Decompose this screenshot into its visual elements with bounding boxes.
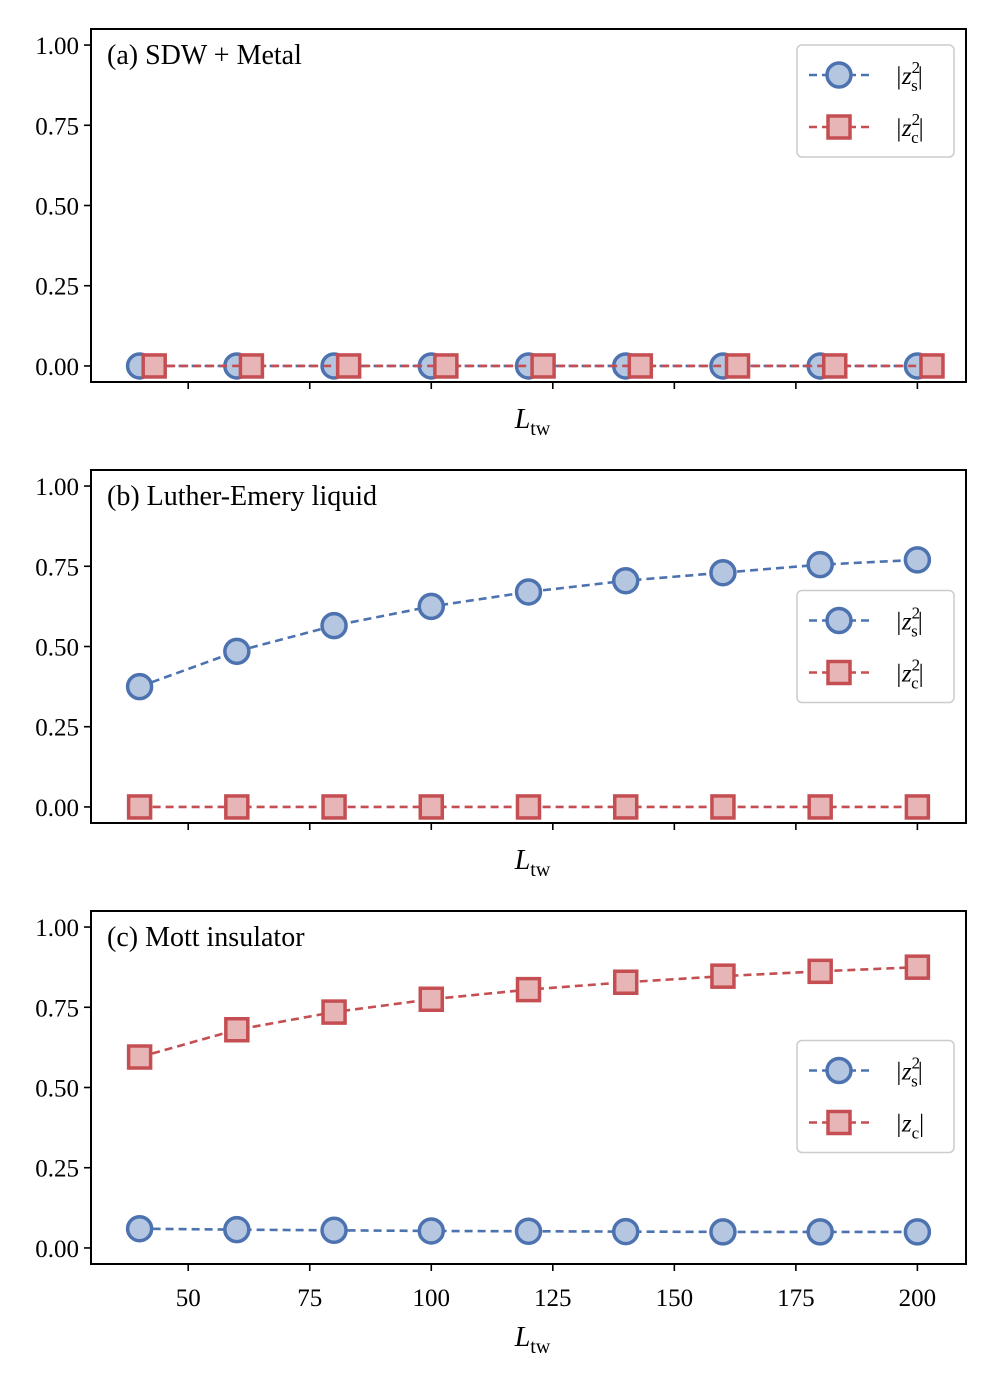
y-tick-label: 0.00 (35, 1236, 79, 1263)
legend-label: |z2 c| (895, 110, 924, 147)
data-point-s (514, 1217, 543, 1246)
data-point-c (627, 353, 654, 379)
y-tick-label: 0.75 (35, 554, 79, 581)
y-tick-label: 0.50 (35, 194, 79, 221)
data-point-s (125, 672, 154, 701)
data-point-s (320, 611, 348, 640)
data-point-c (904, 954, 931, 980)
data-point-c (418, 986, 445, 1012)
data-point-c (224, 1016, 250, 1043)
legend-label: |z2 s| (895, 1054, 923, 1091)
data-point-s (903, 1218, 932, 1246)
x-axis-label-main: L (514, 1322, 531, 1353)
data-point-c (224, 794, 250, 820)
y-tick-label: 0.25 (35, 715, 79, 742)
data-point-s (514, 578, 543, 606)
x-tick-label: 75 (297, 1285, 322, 1312)
data-point-s (709, 1218, 737, 1246)
x-tick-label: 175 (777, 1285, 815, 1312)
x-tick-label: 100 (413, 1285, 451, 1312)
y-tick-label: 0.50 (35, 1076, 79, 1103)
data-point-c (919, 353, 945, 379)
data-point-c (238, 353, 265, 379)
data-point-s (320, 1216, 348, 1245)
chart-panel-1: 0.00 0.25 0.50 0.75 1.00 Ltw (b) Luther-Emery … (35, 469, 967, 881)
y-tick-label: 0.25 (35, 1156, 79, 1183)
x-axis-label: Ltw (514, 404, 551, 440)
y-tick-label: 1.00 (35, 33, 79, 60)
data-point-s (709, 558, 737, 587)
y-tick-label: 0.75 (35, 995, 79, 1022)
legend-marker-s (825, 606, 853, 635)
data-point-c (724, 353, 751, 379)
legend-marker-c (826, 659, 852, 686)
x-axis-label: Ltw (514, 1322, 551, 1358)
legend-label: |z2 c| (895, 656, 924, 693)
legend-marker-s (825, 1056, 853, 1085)
data-point-c (126, 1044, 153, 1070)
data-point-c (335, 353, 362, 379)
data-point-c (807, 794, 833, 820)
x-axis-label-main: L (514, 845, 531, 876)
data-point-s (611, 566, 640, 595)
y-tick-label: 1.00 (35, 474, 79, 501)
data-point-c (418, 794, 445, 820)
x-axis-label-sub: tw (530, 1336, 551, 1358)
x-tick-label: 50 (176, 1285, 201, 1312)
data-point-c (612, 794, 639, 820)
data-point-s (223, 1215, 251, 1244)
data-point-c (515, 794, 542, 820)
data-point-c (141, 353, 167, 379)
y-tick-label: 0.50 (35, 635, 79, 662)
data-point-c (530, 353, 556, 379)
data-point-s (806, 550, 834, 579)
legend-marker-c (826, 114, 852, 140)
y-tick-label: 0.25 (35, 274, 79, 301)
data-point-s (611, 1217, 640, 1246)
data-point-c (822, 353, 848, 379)
panel-title: (b) Luther-Emery liquid (107, 481, 377, 512)
chart-panel-0: 0.00 0.25 0.50 0.75 1.00 Ltw (a) SDW + Metal |z… (35, 28, 967, 440)
x-axis-label-main: L (514, 404, 531, 435)
data-point-s (417, 592, 446, 621)
data-point-s (125, 1214, 154, 1243)
x-axis-label-sub: tw (530, 418, 551, 440)
data-point-c (710, 963, 736, 989)
x-tick-label: 125 (534, 1285, 572, 1312)
data-point-c (807, 958, 833, 985)
data-point-c (433, 353, 459, 379)
legend-box (796, 1039, 955, 1154)
data-point-c (321, 999, 347, 1025)
y-tick-label: 0.00 (35, 354, 79, 381)
x-tick-label: 150 (656, 1285, 694, 1312)
legend-box (796, 44, 955, 158)
legend-marker-c (826, 1109, 852, 1136)
series-line-s (139, 558, 918, 688)
data-point-s (903, 546, 932, 574)
data-point-c (515, 976, 542, 1003)
x-axis-label: Ltw (514, 845, 551, 881)
y-tick-label: 1.00 (35, 915, 79, 942)
panel-title: (c) Mott insulator (107, 922, 305, 953)
data-point-s (223, 637, 251, 666)
data-point-c (710, 794, 736, 820)
panel-title: (a) SDW + Metal (107, 40, 302, 71)
y-tick-label: 0.00 (35, 795, 79, 822)
legend-label: |z2 s| (895, 604, 923, 641)
data-point-c (126, 794, 153, 820)
data-point-s (417, 1217, 446, 1245)
legend-marker-s (825, 61, 853, 89)
data-point-c (321, 794, 347, 820)
data-point-c (612, 969, 639, 995)
legend-box (796, 589, 955, 704)
legend-label: |zc| (895, 1111, 924, 1143)
data-point-c (904, 794, 931, 820)
legend-label: |z2 s| (895, 58, 923, 95)
x-tick-label: 200 (899, 1285, 937, 1312)
data-point-s (806, 1218, 834, 1246)
x-axis-label-sub: tw (530, 859, 551, 881)
y-tick-label: 0.75 (35, 113, 79, 140)
chart-panel-2: 0.00 0.25 0.50 0.75 1.00 50 75 100 125 150 175 200 L… (35, 910, 967, 1358)
